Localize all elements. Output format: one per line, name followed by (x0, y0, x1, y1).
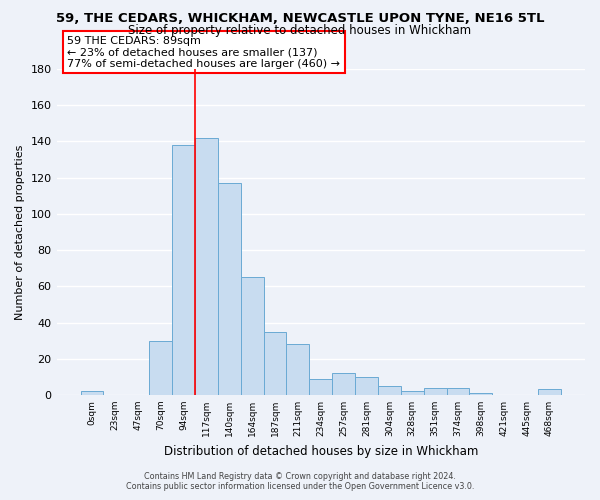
X-axis label: Distribution of detached houses by size in Whickham: Distribution of detached houses by size … (164, 444, 478, 458)
Bar (218, 183, 241, 395)
Bar (241, 277, 263, 395)
Bar (172, 145, 195, 395)
Bar (263, 332, 286, 395)
Bar (378, 386, 401, 395)
Bar (355, 377, 378, 395)
Bar (149, 340, 172, 395)
Bar (80, 392, 103, 395)
Bar (446, 388, 469, 395)
Bar (310, 378, 332, 395)
Bar (286, 344, 310, 395)
Bar (538, 390, 561, 395)
Bar (195, 138, 218, 395)
Text: 59 THE CEDARS: 89sqm
← 23% of detached houses are smaller (137)
77% of semi-deta: 59 THE CEDARS: 89sqm ← 23% of detached h… (67, 36, 340, 69)
Text: Size of property relative to detached houses in Whickham: Size of property relative to detached ho… (128, 24, 472, 37)
Text: 59, THE CEDARS, WHICKHAM, NEWCASTLE UPON TYNE, NE16 5TL: 59, THE CEDARS, WHICKHAM, NEWCASTLE UPON… (56, 12, 544, 26)
Y-axis label: Number of detached properties: Number of detached properties (15, 144, 25, 320)
Text: Contains HM Land Registry data © Crown copyright and database right 2024.: Contains HM Land Registry data © Crown c… (144, 472, 456, 481)
Text: Contains public sector information licensed under the Open Government Licence v3: Contains public sector information licen… (126, 482, 474, 491)
Bar (401, 392, 424, 395)
Bar (469, 393, 493, 395)
Bar (424, 388, 446, 395)
Bar (332, 373, 355, 395)
